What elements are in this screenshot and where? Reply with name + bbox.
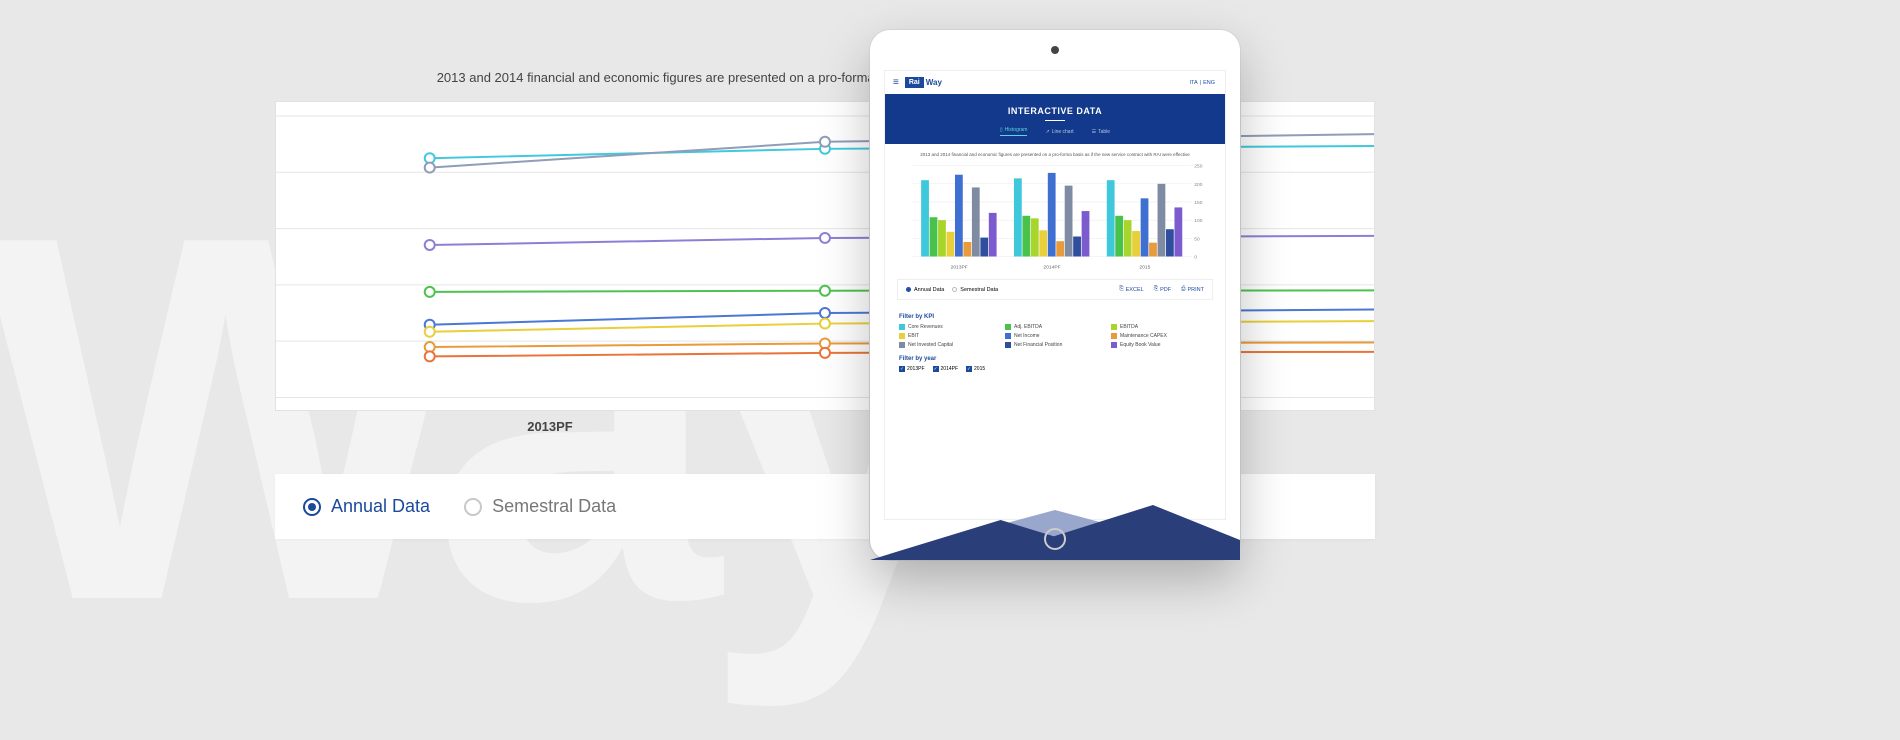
- tab-label: Histogram: [1005, 127, 1028, 133]
- mini-radio-annual[interactable]: Annual Data: [906, 287, 944, 293]
- kpi-filter-core-revenues[interactable]: Core Revenues: [899, 324, 999, 330]
- export-buttons: ⎘EXCEL⎘PDF⎙PRINT: [1119, 286, 1204, 293]
- tab-label: Line chart: [1052, 129, 1074, 135]
- kpi-filter-ebitda[interactable]: EBITDA: [1111, 324, 1211, 330]
- svg-text:0: 0: [1194, 254, 1197, 260]
- kpi-label: Core Revenues: [908, 324, 943, 330]
- kpi-filter-net-financial-position[interactable]: Net Financial Position: [1005, 342, 1105, 348]
- mini-radio-semestral[interactable]: Semestral Data: [952, 287, 998, 293]
- checkbox-icon: ✓: [966, 366, 972, 372]
- kpi-filter-maintenance-capex[interactable]: Maintenance CAPEX: [1111, 333, 1211, 339]
- kpi-filter-adj-ebitda[interactable]: Adj. EBITDA: [1005, 324, 1105, 330]
- tab-icon: ▯: [1000, 127, 1003, 133]
- radio-semestral-label: Semestral Data: [492, 496, 616, 517]
- mini-radio-semestral-label: Semestral Data: [960, 287, 998, 293]
- kpi-label: EBIT: [908, 333, 919, 339]
- year-label: 2014PF: [941, 366, 959, 372]
- language-switch: ITA|ENG: [1187, 80, 1217, 86]
- kpi-filter-equity-book-value[interactable]: Equity Book Value: [1111, 342, 1211, 348]
- kpi-label: Equity Book Value: [1120, 342, 1161, 348]
- export-excel[interactable]: ⎘EXCEL: [1119, 286, 1143, 293]
- tab-icon: ↗: [1045, 129, 1049, 135]
- kpi-swatch: [1111, 324, 1117, 330]
- year-filter-2014pf[interactable]: ✓2014PF: [933, 366, 959, 372]
- export-icon: ⎘: [1154, 286, 1158, 293]
- kpi-label: Net Income: [1014, 333, 1040, 339]
- logo-box: Rai: [905, 77, 924, 88]
- hero-divider: [1045, 120, 1065, 121]
- radio-semestral[interactable]: Semestral Data: [464, 496, 616, 517]
- kpi-label: Net Financial Position: [1014, 342, 1062, 348]
- export-pdf[interactable]: ⎘PDF: [1154, 286, 1171, 293]
- kpi-swatch: [1005, 342, 1011, 348]
- year-label: 2013PF: [907, 366, 925, 372]
- filter-kpi-title: Filter by KPI: [899, 314, 1211, 320]
- logo-text: Way: [926, 78, 942, 87]
- filters: Filter by KPI Core Revenues Adj. EBITDA EB…: [899, 314, 1211, 372]
- kpi-label: Maintenance CAPEX: [1120, 333, 1167, 339]
- export-label: EXCEL: [1126, 287, 1144, 293]
- kpi-filter-ebit[interactable]: EBIT: [899, 333, 999, 339]
- svg-text:2014PF: 2014PF: [1043, 264, 1060, 270]
- svg-text:2013PF: 2013PF: [951, 264, 968, 270]
- footer-geometric: [884, 500, 1226, 520]
- svg-text:200: 200: [1194, 182, 1202, 188]
- radio-annual[interactable]: Annual Data: [303, 496, 430, 517]
- tab-histogram[interactable]: ▯Histogram: [1000, 127, 1028, 136]
- radio-annual-label: Annual Data: [331, 496, 430, 517]
- svg-text:2015: 2015: [1139, 264, 1150, 270]
- svg-text:100: 100: [1194, 218, 1202, 224]
- hero: INTERACTIVE DATA ▯Histogram ↗Line chart ☰T…: [885, 94, 1225, 144]
- kpi-label: Net Invested Capital: [908, 342, 953, 348]
- year-filter-2015[interactable]: ✓2015: [966, 366, 985, 372]
- topbar: ≡ Rai Way ITA|ENG: [885, 71, 1225, 94]
- kpi-swatch: [899, 333, 905, 339]
- hero-title: INTERACTIVE DATA: [885, 106, 1225, 116]
- tablet-home-button[interactable]: [1044, 528, 1066, 550]
- kpi-filter-net-income[interactable]: Net Income: [1005, 333, 1105, 339]
- export-label: PRINT: [1188, 287, 1205, 293]
- tab-table[interactable]: ☰Table: [1092, 127, 1110, 136]
- export-icon: ⎘: [1119, 286, 1123, 293]
- menu-icon[interactable]: ≡: [893, 77, 899, 88]
- export-icon: ⎙: [1181, 286, 1185, 293]
- bar-chart: 0 50 100 150 200 250 2013PF 2014PF 2015: [897, 161, 1213, 271]
- kpi-swatch: [899, 342, 905, 348]
- lang-eng[interactable]: ENG: [1201, 80, 1217, 86]
- kpi-swatch: [1005, 324, 1011, 330]
- mini-radio-annual-label: Annual Data: [914, 287, 944, 293]
- kpi-filter-net-invested-capital[interactable]: Net Invested Capital: [899, 342, 999, 348]
- kpi-swatch: [899, 324, 905, 330]
- x-axis-label: 2013PF: [275, 419, 825, 434]
- mini-caption: 2013 and 2014 financial and economic fig…: [885, 144, 1225, 161]
- svg-text:250: 250: [1194, 164, 1202, 170]
- lang-ita[interactable]: ITA: [1187, 80, 1199, 86]
- kpi-label: EBITDA: [1120, 324, 1138, 330]
- kpi-swatch: [1111, 333, 1117, 339]
- export-print[interactable]: ⎙PRINT: [1181, 286, 1204, 293]
- tab-line-chart[interactable]: ↗Line chart: [1045, 127, 1073, 136]
- kpi-label: Adj. EBITDA: [1014, 324, 1042, 330]
- logo[interactable]: Rai Way: [905, 77, 942, 88]
- kpi-swatch: [1111, 342, 1117, 348]
- year-label: 2015: [974, 366, 985, 372]
- tablet-screen: ≡ Rai Way ITA|ENG INTERACTIVE DATA ▯Hist…: [884, 70, 1226, 520]
- export-label: PDF: [1160, 287, 1171, 293]
- tab-icon: ☰: [1092, 129, 1096, 135]
- tablet-mockup: ≡ Rai Way ITA|ENG INTERACTIVE DATA ▯Hist…: [870, 30, 1240, 560]
- year-filter-2013pf[interactable]: ✓2013PF: [899, 366, 925, 372]
- checkbox-icon: ✓: [899, 366, 905, 372]
- tab-label: Table: [1098, 129, 1110, 135]
- checkbox-icon: ✓: [933, 366, 939, 372]
- year-row: ✓2013PF✓2014PF✓2015: [899, 366, 1211, 372]
- kpi-swatch: [1005, 333, 1011, 339]
- svg-text:50: 50: [1194, 236, 1200, 242]
- filter-year-title: Filter by year: [899, 356, 1211, 362]
- svg-text:150: 150: [1194, 200, 1202, 206]
- chart-action-bar: Annual Data Semestral Data ⎘EXCEL⎘PDF⎙PR…: [897, 279, 1213, 300]
- kpi-grid: Core Revenues Adj. EBITDA EBITDA EBIT Net In…: [899, 324, 1211, 348]
- chart-tabs: ▯Histogram ↗Line chart ☰Table: [885, 127, 1225, 136]
